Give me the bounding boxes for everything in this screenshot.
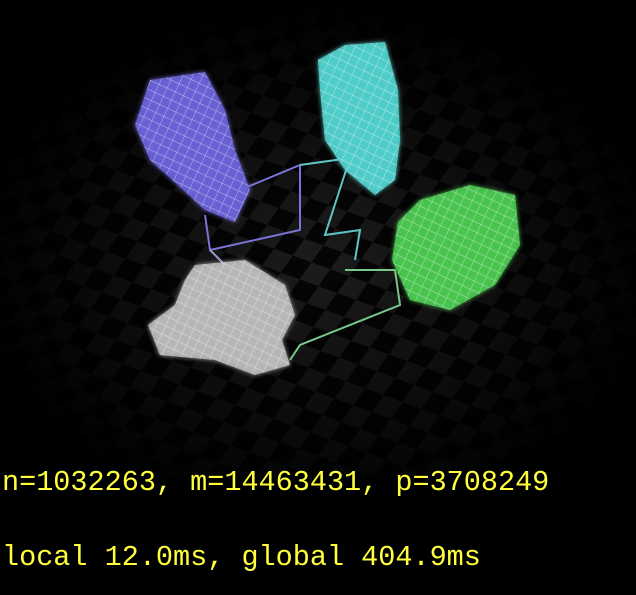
cluster-white xyxy=(148,260,295,375)
app: {"overlay": {"lines": ["n=1032263, m=144… xyxy=(0,0,636,572)
render-view xyxy=(0,0,636,479)
floor xyxy=(0,0,636,479)
clusters xyxy=(135,42,520,375)
cluster-cyan xyxy=(318,42,400,195)
stats-overlay: n=1032263, m=14463431, p=3708249 local 1… xyxy=(2,420,549,595)
stats-timing: local 12.0ms, global 404.9ms xyxy=(2,541,481,574)
cluster-purple xyxy=(135,72,250,222)
stats-counts: n=1032263, m=14463431, p=3708249 xyxy=(2,466,550,499)
connectors xyxy=(204,156,402,361)
cluster-green xyxy=(392,185,520,310)
